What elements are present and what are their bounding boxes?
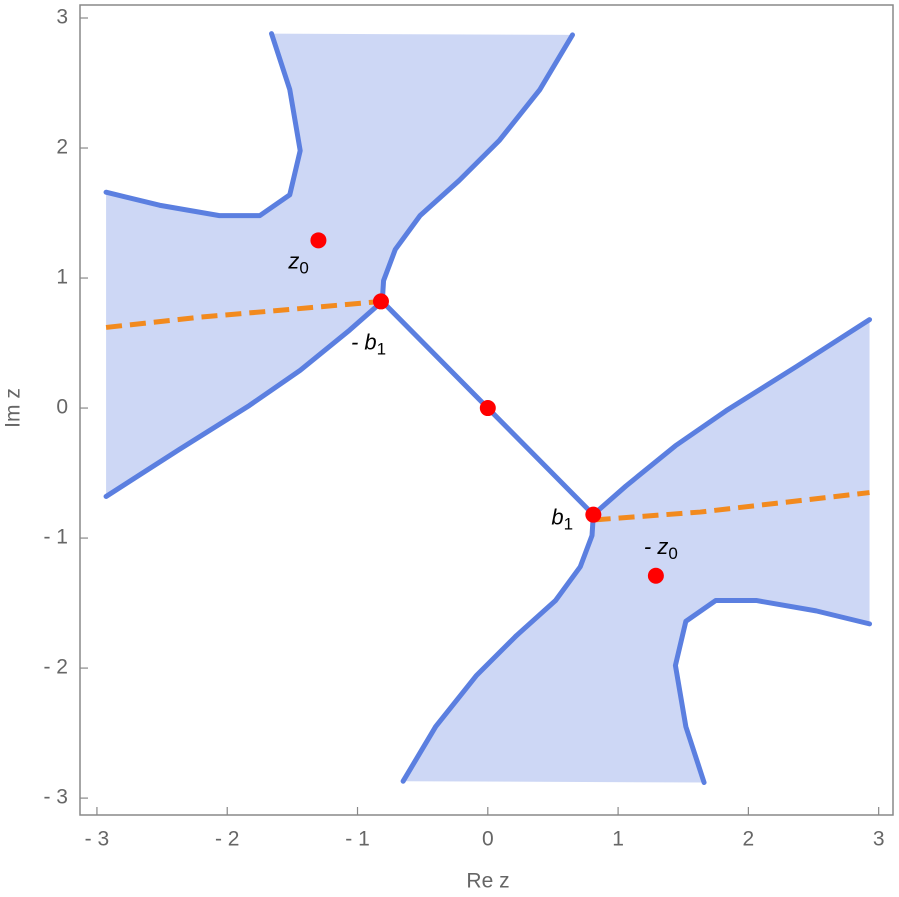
- x-tick-label: - 3: [85, 828, 110, 851]
- y-tick-label: 3: [56, 6, 68, 29]
- point-label-subscript: 0: [668, 544, 677, 563]
- point-label: - b1: [351, 329, 386, 359]
- point-label-main: b: [551, 504, 563, 529]
- curve: [103, 31, 303, 219]
- x-tick-label: - 2: [215, 828, 240, 851]
- curve: [400, 317, 873, 784]
- y-tick-label: - 2: [43, 656, 68, 679]
- point-label-main: - b: [351, 329, 377, 354]
- point-label-subscript: 0: [299, 259, 308, 278]
- branch-cut: [594, 490, 870, 523]
- point-label-main: - z: [644, 534, 668, 559]
- x-tick-label: 3: [873, 828, 885, 851]
- point: [479, 400, 496, 417]
- point-label: z0: [287, 248, 308, 278]
- y-tick-label: 2: [56, 136, 68, 159]
- y-tick-label: - 1: [43, 526, 68, 549]
- y-axis-label: Im z: [2, 388, 25, 428]
- point: [647, 567, 664, 584]
- point-label-subscript: 1: [377, 340, 386, 359]
- point-label-subscript: 1: [564, 515, 573, 534]
- point: [310, 232, 327, 249]
- point-label-main: z: [287, 248, 299, 273]
- y-tick-label: 0: [56, 396, 68, 419]
- x-axis-label: Re z: [466, 870, 509, 893]
- region-fill: [403, 319, 870, 783]
- y-tick-label: - 3: [43, 786, 68, 809]
- x-tick-label: - 1: [345, 828, 370, 851]
- point-label: - z0: [644, 534, 678, 564]
- plot-frame: [79, 4, 894, 816]
- branch-cut: [105, 298, 382, 330]
- point: [372, 293, 389, 310]
- x-tick-label: 2: [743, 828, 755, 851]
- curve: [672, 597, 873, 785]
- curve: [103, 32, 575, 499]
- y-tick-label: 1: [56, 266, 68, 289]
- point-label: b1: [551, 504, 573, 534]
- region-fill: [106, 33, 573, 497]
- x-tick-label: 1: [612, 828, 624, 851]
- point: [585, 506, 602, 523]
- x-tick-label: 0: [482, 828, 494, 851]
